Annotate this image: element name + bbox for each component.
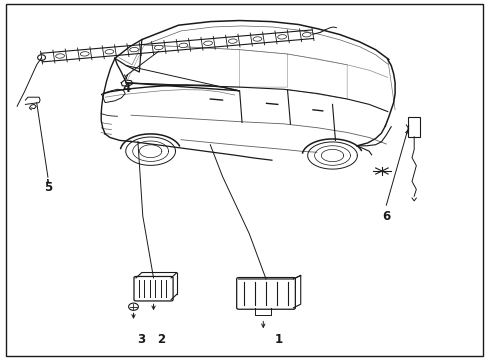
Ellipse shape — [80, 52, 89, 56]
FancyBboxPatch shape — [236, 278, 295, 309]
Ellipse shape — [253, 37, 261, 41]
Ellipse shape — [179, 43, 187, 48]
Ellipse shape — [203, 41, 212, 45]
Text: 4: 4 — [122, 82, 130, 95]
Text: 5: 5 — [44, 181, 52, 194]
Ellipse shape — [56, 54, 64, 58]
Ellipse shape — [277, 35, 286, 39]
FancyBboxPatch shape — [407, 117, 419, 137]
Text: 3: 3 — [137, 333, 144, 346]
Text: 6: 6 — [382, 210, 389, 222]
Ellipse shape — [105, 50, 114, 54]
Ellipse shape — [228, 39, 237, 43]
Ellipse shape — [129, 48, 138, 52]
FancyBboxPatch shape — [134, 276, 173, 301]
Ellipse shape — [154, 45, 163, 50]
Text: 2: 2 — [157, 333, 165, 346]
Text: 1: 1 — [274, 333, 282, 346]
Ellipse shape — [302, 32, 310, 37]
